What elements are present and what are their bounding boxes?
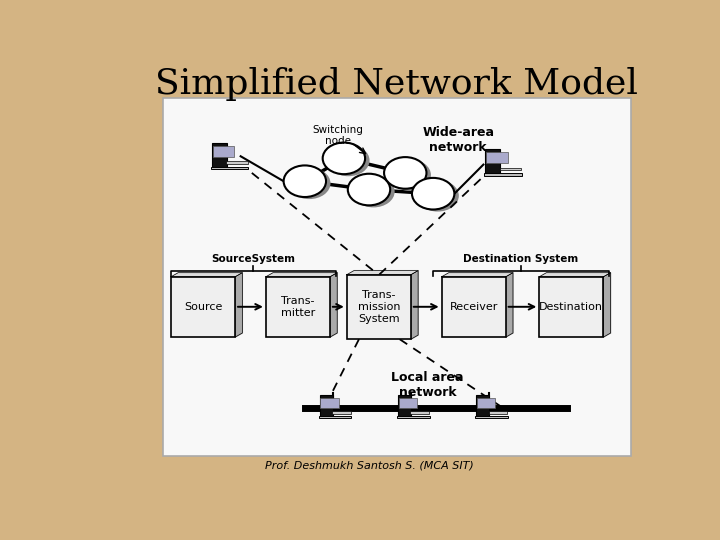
FancyBboxPatch shape [320,395,333,416]
Text: Destination System: Destination System [464,254,579,264]
FancyBboxPatch shape [266,277,330,337]
FancyBboxPatch shape [486,152,508,163]
FancyBboxPatch shape [347,275,411,339]
Circle shape [288,167,330,199]
FancyBboxPatch shape [500,167,521,170]
Text: Wide-area
network: Wide-area network [422,126,495,154]
FancyBboxPatch shape [332,411,351,414]
Circle shape [384,157,426,188]
Circle shape [323,143,365,174]
Text: Receiver: Receiver [449,302,498,312]
Circle shape [327,145,369,176]
FancyBboxPatch shape [211,167,248,169]
Polygon shape [347,271,418,275]
Text: Prof. Deshmukh Santosh S. (MCA SIT): Prof. Deshmukh Santosh S. (MCA SIT) [265,460,473,470]
Polygon shape [171,273,243,277]
Polygon shape [330,273,337,337]
FancyBboxPatch shape [410,411,429,414]
Circle shape [352,176,395,207]
FancyBboxPatch shape [477,398,495,408]
FancyBboxPatch shape [397,416,430,419]
Text: Switching
node: Switching node [313,125,364,146]
Text: Source: Source [184,302,222,312]
Circle shape [389,159,431,191]
Polygon shape [539,273,611,277]
Polygon shape [603,273,611,337]
Text: Trans-
mission
System: Trans- mission System [358,291,400,323]
FancyBboxPatch shape [212,143,227,167]
Circle shape [284,165,326,197]
FancyBboxPatch shape [163,98,631,456]
Circle shape [412,178,454,210]
Circle shape [416,180,459,212]
FancyBboxPatch shape [226,161,248,164]
Polygon shape [411,271,418,339]
Polygon shape [505,273,513,337]
FancyBboxPatch shape [441,277,505,337]
FancyBboxPatch shape [398,395,411,416]
Circle shape [348,174,390,205]
Text: Destination: Destination [539,302,603,312]
Polygon shape [441,273,513,277]
Text: Trans-
mitter: Trans- mitter [281,296,315,318]
FancyBboxPatch shape [539,277,603,337]
FancyBboxPatch shape [485,149,500,173]
FancyBboxPatch shape [488,411,508,414]
FancyBboxPatch shape [320,398,339,408]
Text: Simplified Network Model: Simplified Network Model [156,66,639,100]
FancyBboxPatch shape [171,277,235,337]
Text: Local area
network: Local area network [392,371,464,399]
FancyBboxPatch shape [476,395,489,416]
FancyBboxPatch shape [475,416,508,419]
FancyBboxPatch shape [212,146,234,157]
FancyBboxPatch shape [399,398,418,408]
Polygon shape [235,273,243,337]
FancyBboxPatch shape [484,173,521,176]
Text: SourceSystem: SourceSystem [211,254,295,264]
Polygon shape [266,273,337,277]
FancyBboxPatch shape [319,416,351,419]
